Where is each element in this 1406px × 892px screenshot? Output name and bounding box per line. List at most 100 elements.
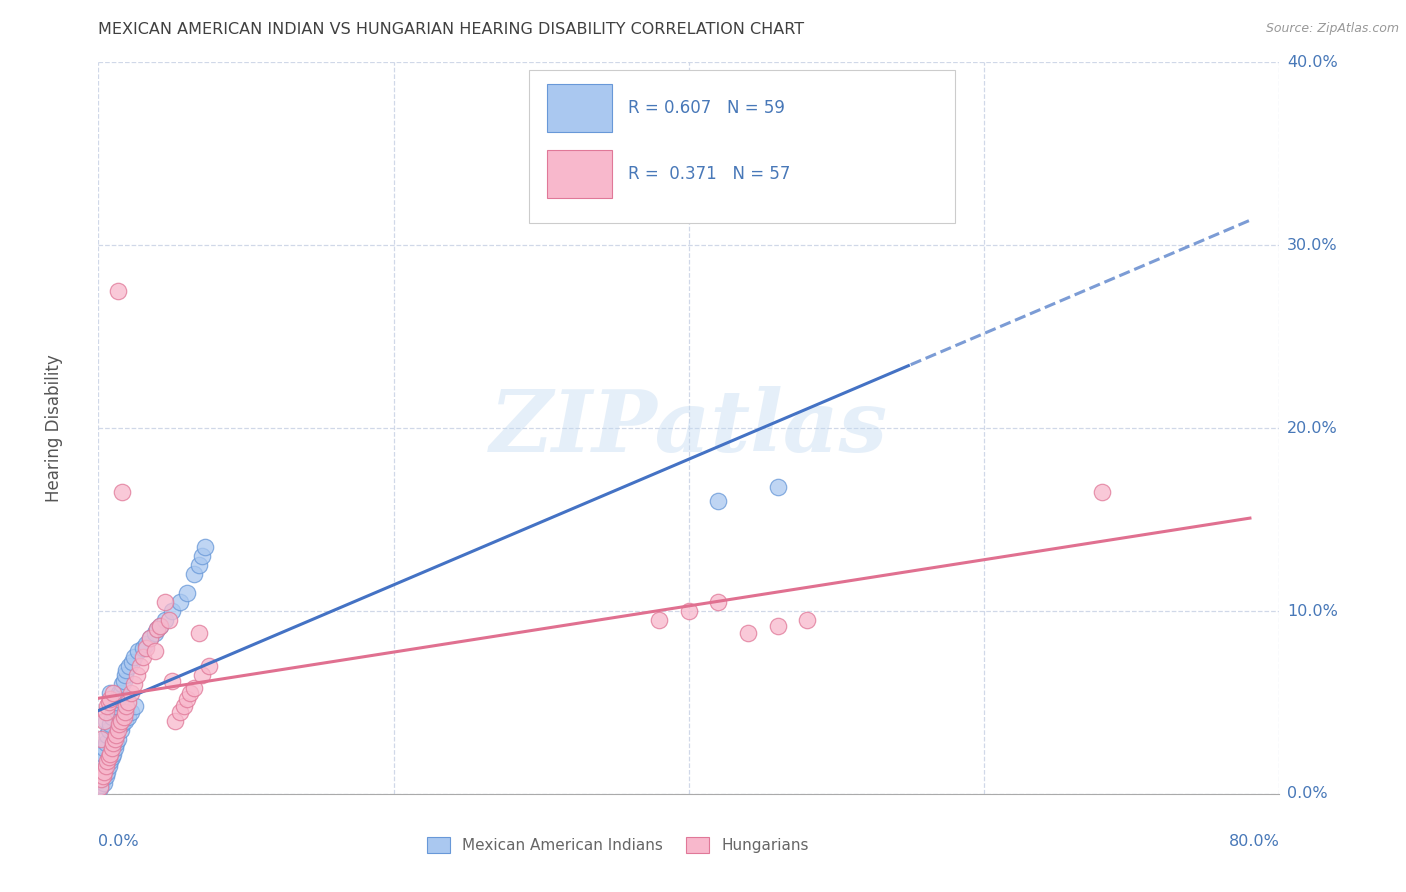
Point — [194, 540, 217, 554]
Point — [187, 626, 209, 640]
Point — [93, 776, 115, 790]
Point — [91, 768, 114, 783]
Text: 0.0%: 0.0% — [1286, 787, 1327, 801]
Point — [143, 626, 166, 640]
Point — [107, 723, 129, 737]
Point — [176, 691, 198, 706]
Point — [132, 640, 155, 655]
Point — [94, 759, 117, 773]
Point — [100, 741, 122, 756]
Point — [115, 663, 138, 677]
Point — [98, 686, 121, 700]
Point — [103, 747, 125, 761]
Point — [1091, 485, 1114, 500]
Point — [93, 741, 115, 756]
Point — [110, 723, 132, 737]
Point — [94, 768, 117, 783]
Point — [94, 705, 117, 719]
Point — [707, 595, 730, 609]
Point — [105, 696, 128, 710]
Point — [97, 696, 120, 710]
Point — [91, 747, 114, 761]
Point — [103, 705, 125, 719]
Point — [149, 618, 172, 632]
Point — [766, 480, 789, 494]
Point — [98, 747, 121, 761]
Point — [127, 644, 149, 658]
Bar — [547, 85, 612, 132]
Point — [198, 658, 221, 673]
Point — [796, 613, 818, 627]
Point — [98, 691, 121, 706]
Point — [110, 714, 132, 728]
Point — [108, 686, 131, 700]
Legend: Mexican American Indians, Hungarians: Mexican American Indians, Hungarians — [422, 831, 815, 859]
Point — [169, 595, 191, 609]
Point — [173, 699, 195, 714]
Point — [105, 728, 128, 742]
Text: Hearing Disability: Hearing Disability — [45, 354, 62, 502]
Point — [146, 623, 169, 637]
Point — [97, 723, 120, 737]
Point — [115, 699, 138, 714]
Point — [648, 613, 671, 627]
Bar — [530, 70, 955, 223]
Point — [90, 772, 112, 787]
Point — [104, 699, 127, 714]
Point — [187, 558, 209, 573]
Point — [183, 681, 205, 695]
Text: 10.0%: 10.0% — [1286, 604, 1337, 618]
Point — [678, 604, 700, 618]
Bar — [547, 150, 612, 198]
Point — [124, 699, 146, 714]
Point — [118, 658, 141, 673]
Point — [125, 668, 148, 682]
Text: R =  0.371   N = 57: R = 0.371 N = 57 — [627, 165, 790, 183]
Point — [110, 686, 132, 700]
Point — [165, 714, 187, 728]
Point — [179, 686, 201, 700]
Point — [103, 686, 125, 700]
Point — [111, 677, 134, 691]
Point — [89, 780, 111, 794]
Point — [153, 613, 176, 627]
Point — [176, 586, 198, 600]
Point — [121, 655, 143, 669]
Point — [94, 714, 117, 728]
Point — [162, 673, 183, 688]
Point — [111, 485, 134, 500]
Point — [96, 754, 118, 768]
Point — [98, 717, 121, 731]
Point — [93, 714, 115, 728]
Point — [90, 731, 112, 746]
Point — [112, 673, 135, 688]
Point — [91, 772, 114, 787]
Text: Source: ZipAtlas.com: Source: ZipAtlas.com — [1265, 22, 1399, 36]
Point — [135, 640, 157, 655]
Point — [97, 750, 120, 764]
Point — [96, 764, 118, 779]
Point — [105, 736, 128, 750]
Point — [111, 717, 134, 731]
Point — [117, 696, 139, 710]
Point — [139, 632, 162, 646]
Point — [117, 710, 139, 724]
Text: 20.0%: 20.0% — [1286, 421, 1337, 435]
Point — [169, 705, 191, 719]
Point — [100, 710, 122, 724]
Point — [146, 623, 169, 637]
Point — [120, 705, 142, 719]
Point — [90, 754, 112, 768]
Point — [103, 736, 125, 750]
Point — [157, 613, 180, 627]
Point — [93, 764, 115, 779]
Point — [143, 644, 166, 658]
Point — [114, 668, 136, 682]
Point — [114, 705, 136, 719]
Point — [128, 658, 150, 673]
Point — [96, 699, 118, 714]
Point — [107, 731, 129, 746]
Point — [96, 728, 118, 742]
Point — [120, 686, 142, 700]
Point — [183, 567, 205, 582]
